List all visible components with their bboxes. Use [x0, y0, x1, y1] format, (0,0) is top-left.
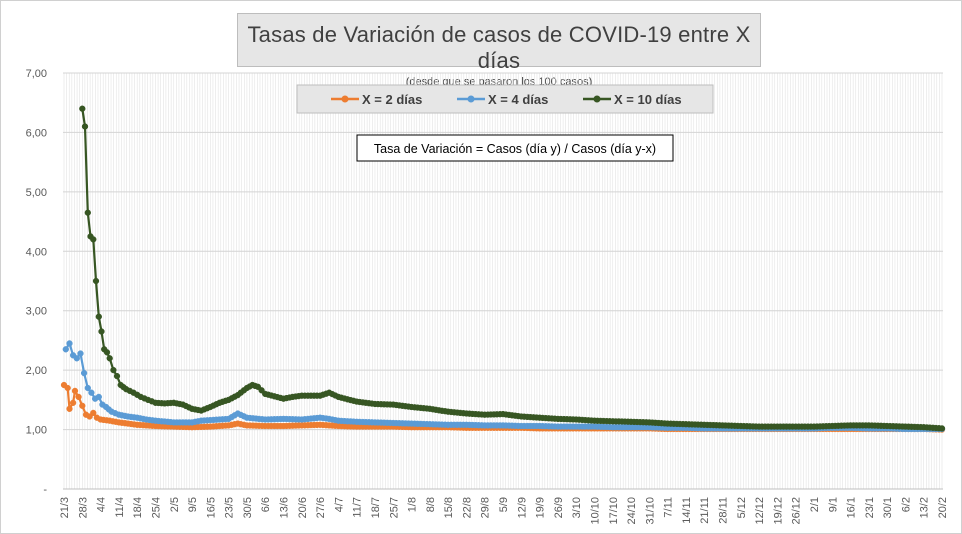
annotation-box: [356, 134, 674, 162]
legend-marker-3: [593, 95, 601, 103]
annotation-text: Tasa de Variación = Casos (día y) / Caso…: [374, 142, 656, 156]
legend-box: [296, 84, 714, 114]
chart-title-box: Tasas de Variación de casos de COVID-19 …: [237, 13, 761, 88]
legend-label-2: X = 4 días: [488, 92, 548, 107]
legend-label-3: X = 10 días: [614, 92, 682, 107]
chart-title: Tasas de Variación de casos de COVID-19 …: [247, 22, 751, 73]
legend-marker-2: [467, 95, 475, 103]
legend-marker-1: [341, 95, 349, 103]
legend-label-1: X = 2 días: [362, 92, 422, 107]
